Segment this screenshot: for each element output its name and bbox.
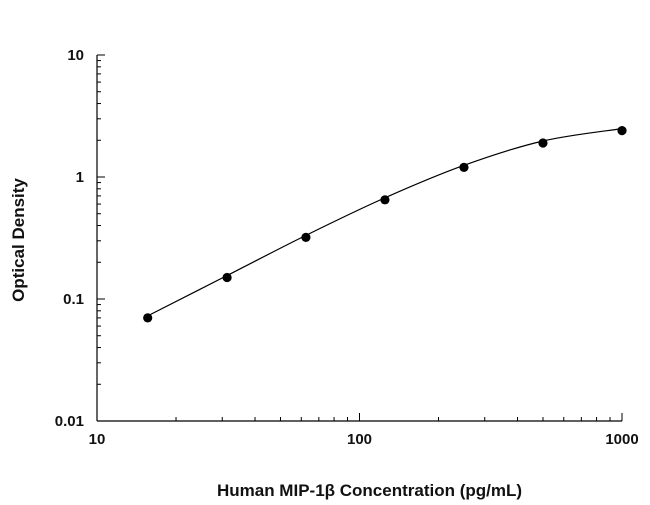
x-tick-label: 100 [347,431,372,448]
data-point [617,126,627,136]
x-axis-title: Human MIP-1β Concentration (pg/mL) [217,481,522,500]
y-tick-label: 0.01 [55,413,84,430]
x-tick-label: 10 [89,431,106,448]
data-point [143,313,153,323]
data-point [222,272,232,283]
x-axis-tick-labels: 10 100 1000 [89,431,639,448]
data-points [143,126,627,323]
y-tick-label: 0.1 [63,291,84,308]
data-point [380,195,390,205]
y-axis-tick-labels: 10 1 0.1 0.01 [55,47,84,430]
y-tick-label: 1 [76,169,84,186]
y-axis-ticks [97,54,105,422]
x-axis-ticks [96,413,623,421]
data-point [538,138,548,148]
y-tick-label: 10 [67,47,84,64]
fit-curve [147,128,623,317]
data-point [301,232,311,242]
x-tick-label: 1000 [605,431,638,448]
y-axis-title: Optical Density [9,178,28,302]
data-point [459,162,469,172]
